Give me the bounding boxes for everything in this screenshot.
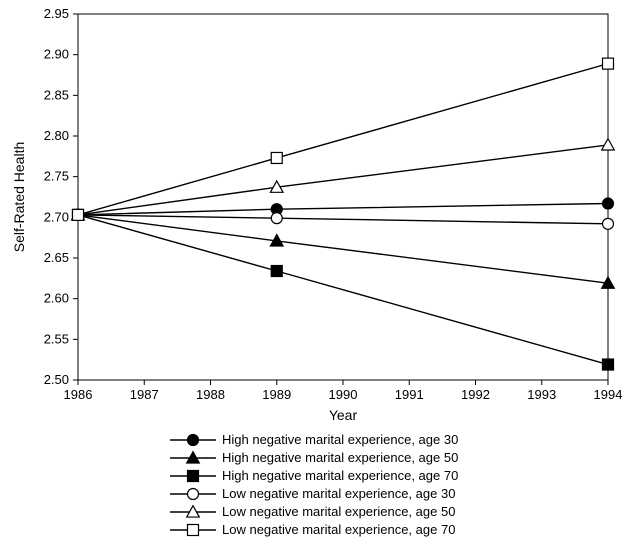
legend-item-hn70: High negative marital experience, age 70 xyxy=(170,468,458,483)
square-marker-icon xyxy=(603,58,614,69)
square-marker-icon xyxy=(188,525,199,536)
x-tick-label: 1986 xyxy=(64,387,93,402)
square-marker-icon xyxy=(271,152,282,163)
series-hn50 xyxy=(72,209,615,289)
y-tick-label: 2.90 xyxy=(44,47,69,62)
circle-marker-icon xyxy=(188,489,199,500)
y-tick-label: 2.70 xyxy=(44,209,69,224)
series-line xyxy=(78,215,608,283)
x-tick-label: 1992 xyxy=(461,387,490,402)
y-tick-label: 2.65 xyxy=(44,250,69,265)
legend-label: High negative marital experience, age 50 xyxy=(222,450,458,465)
triangle-marker-icon xyxy=(602,139,615,150)
x-tick-label: 1989 xyxy=(262,387,291,402)
chart-svg: 2.50 2.55 2.60 2.65 2.70 2.75 2.80 2.85 2.90 2.95… xyxy=(0,0,624,550)
series-hn30 xyxy=(73,198,614,220)
x-tick-label: 1987 xyxy=(130,387,159,402)
x-tick-label: 1990 xyxy=(329,387,358,402)
legend-item-hn30: High negative marital experience, age 30 xyxy=(170,432,458,447)
line-chart: 2.50 2.55 2.60 2.65 2.70 2.75 2.80 2.85 2.90 2.95… xyxy=(0,0,624,550)
x-tick-label: 1994 xyxy=(594,387,623,402)
square-marker-icon xyxy=(271,266,282,277)
x-tick-label: 1993 xyxy=(527,387,556,402)
legend-item-ln70: Low negative marital experience, age 70 xyxy=(170,522,455,537)
series-line xyxy=(78,204,608,215)
circle-marker-icon xyxy=(271,213,282,224)
square-marker-icon xyxy=(603,359,614,370)
circle-marker-icon xyxy=(603,198,614,209)
circle-marker-icon xyxy=(603,218,614,229)
y-tick-label: 2.95 xyxy=(44,6,69,21)
square-marker-icon xyxy=(73,209,84,220)
y-tick-label: 2.80 xyxy=(44,128,69,143)
series-line xyxy=(78,215,608,224)
legend-label: Low negative marital experience, age 30 xyxy=(222,486,455,501)
y-tick-label: 2.55 xyxy=(44,331,69,346)
legend-label: Low negative marital experience, age 70 xyxy=(222,522,455,537)
y-tick-label: 2.85 xyxy=(44,87,69,102)
circle-marker-icon xyxy=(188,435,199,446)
legend-label: Low negative marital experience, age 50 xyxy=(222,504,455,519)
legend-label: High negative marital experience, age 30 xyxy=(222,432,458,447)
legend-item-ln50: Low negative marital experience, age 50 xyxy=(170,504,455,519)
plot-border xyxy=(78,14,608,380)
series-hn70 xyxy=(73,209,614,370)
x-tick-label: 1988 xyxy=(196,387,225,402)
y-tick-label: 2.50 xyxy=(44,372,69,387)
series-ln70 xyxy=(73,58,614,220)
y-axis-title: Self-Rated Health xyxy=(11,142,27,253)
square-marker-icon xyxy=(188,471,199,482)
x-axis-title: Year xyxy=(329,407,358,423)
series-line xyxy=(78,215,608,365)
y-tick-label: 2.75 xyxy=(44,169,69,184)
legend-item-hn50: High negative marital experience, age 50 xyxy=(170,450,458,465)
legend-item-ln30: Low negative marital experience, age 30 xyxy=(170,486,455,501)
legend-label: High negative marital experience, age 70 xyxy=(222,468,458,483)
x-tick-label: 1991 xyxy=(395,387,424,402)
y-tick-label: 2.60 xyxy=(44,291,69,306)
series-line xyxy=(78,64,608,215)
